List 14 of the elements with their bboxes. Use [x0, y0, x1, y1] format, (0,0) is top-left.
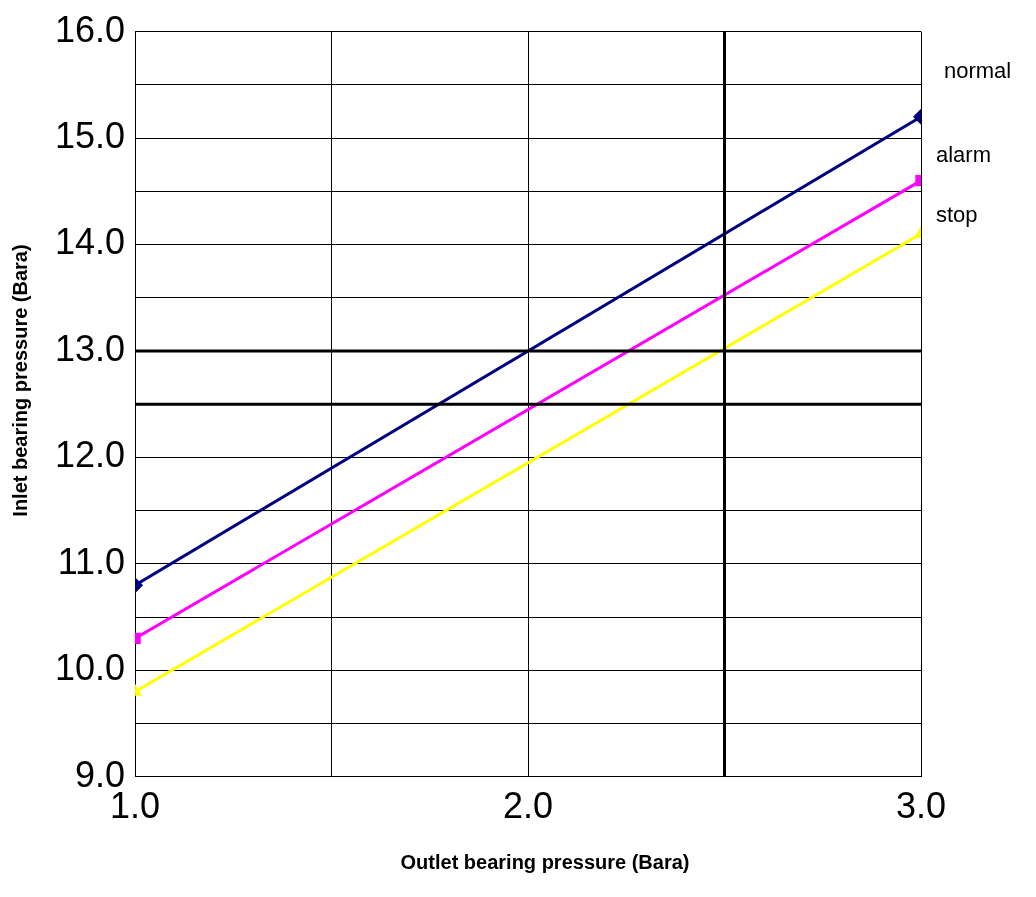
- series-label: normal: [944, 57, 1012, 83]
- x-tick-label: 3.0: [895, 785, 947, 827]
- x-axis-title: Outlet bearing pressure (Bara): [399, 850, 691, 874]
- y-tick-label: 14.0: [54, 221, 126, 263]
- series-label: alarm: [936, 141, 992, 167]
- y-tick-label: 16.0: [54, 8, 126, 50]
- y-tick-label: 12.0: [54, 434, 126, 476]
- y-tick-label: 11.0: [57, 540, 126, 582]
- y-tick-label: 10.0: [54, 647, 126, 689]
- series-label: stop: [936, 201, 978, 227]
- y-tick-label: 15.0: [54, 114, 126, 156]
- y-tick-label: 13.0: [54, 327, 126, 369]
- y-axis-title: Inlet bearing pressure (Bara): [8, 243, 32, 517]
- x-tick-label: 2.0: [503, 785, 554, 827]
